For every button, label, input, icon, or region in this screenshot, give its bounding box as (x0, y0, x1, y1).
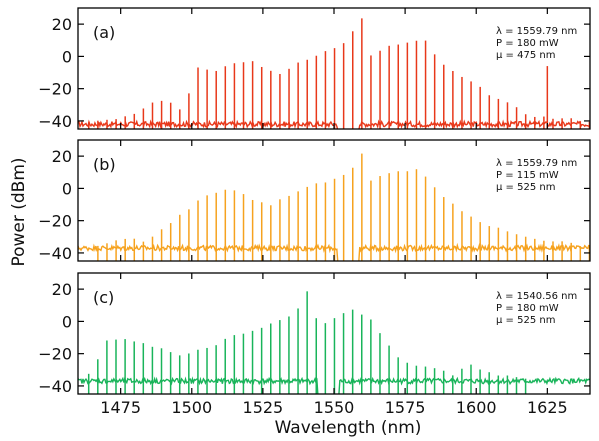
panel-a: 20 0 −20 −40 (a) λ = 1559.79 nmP = 180 mWμ = … (38, 7, 591, 131)
parameter-text: P = 180 mW (496, 38, 559, 49)
panel-label: (c) (93, 288, 114, 307)
y-tick-label: 0 (62, 312, 72, 331)
x-tick-label: 1550 (314, 398, 355, 417)
x-tick-label: 1575 (385, 398, 426, 417)
x-tick-label: 1600 (456, 398, 497, 417)
parameter-text: P = 180 mW (496, 303, 559, 314)
spectrum-trace (78, 18, 590, 129)
panel-label: (a) (93, 23, 115, 42)
x-tick-label: 1475 (100, 398, 141, 417)
panels: 200−20−40(a) λ = 1559.79 nmP = 180 mWμ = … (38, 7, 591, 396)
panel-label: (b) (93, 155, 116, 174)
y-tick-label: 0 (62, 179, 72, 198)
x-axis-labels: 1475 1500 1525 1550 1575 1600 1625 (100, 398, 567, 417)
parameter-text: μ = 525 nm (496, 315, 555, 326)
panel-c: 20 0 −20 −40 (c) λ = 1540.56 nmP = 180 mWμ = … (38, 272, 591, 396)
parameter-text: μ = 525 nm (496, 182, 555, 193)
x-tick-label: 1525 (243, 398, 284, 417)
y-tick-label: 0 (62, 47, 72, 66)
parameter-text: λ = 1559.79 nm (496, 158, 577, 169)
x-tick-label: 1500 (171, 398, 212, 417)
spectrum-trace (78, 291, 590, 394)
parameter-text: P = 115 mW (496, 170, 559, 181)
y-tick-label: −40 (38, 112, 72, 131)
y-tick-label: 20 (52, 280, 72, 299)
y-tick-label: 20 (52, 147, 72, 166)
y-tick-label: −20 (38, 212, 72, 231)
y-tick-label: −20 (38, 345, 72, 364)
parameter-text: λ = 1559.79 nm (496, 26, 577, 37)
x-tick-label: 1625 (527, 398, 568, 417)
y-tick-label: −40 (38, 244, 72, 263)
parameter-text: λ = 1540.56 nm (496, 291, 577, 302)
parameter-text: μ = 475 nm (496, 50, 555, 61)
y-tick-label: −40 (38, 377, 72, 396)
y-tick-label: 20 (52, 15, 72, 34)
spectrum-trace (78, 153, 590, 261)
noise-floor (78, 376, 590, 394)
panel-b: 20 0 −20 −40 (b) λ = 1559.79 nmP = 115 mWμ = … (38, 139, 591, 263)
y-axis-title: Power (dBm) (9, 157, 29, 266)
y-tick-label: −20 (38, 80, 72, 99)
x-axis-title: Wavelength (nm) (275, 418, 422, 438)
